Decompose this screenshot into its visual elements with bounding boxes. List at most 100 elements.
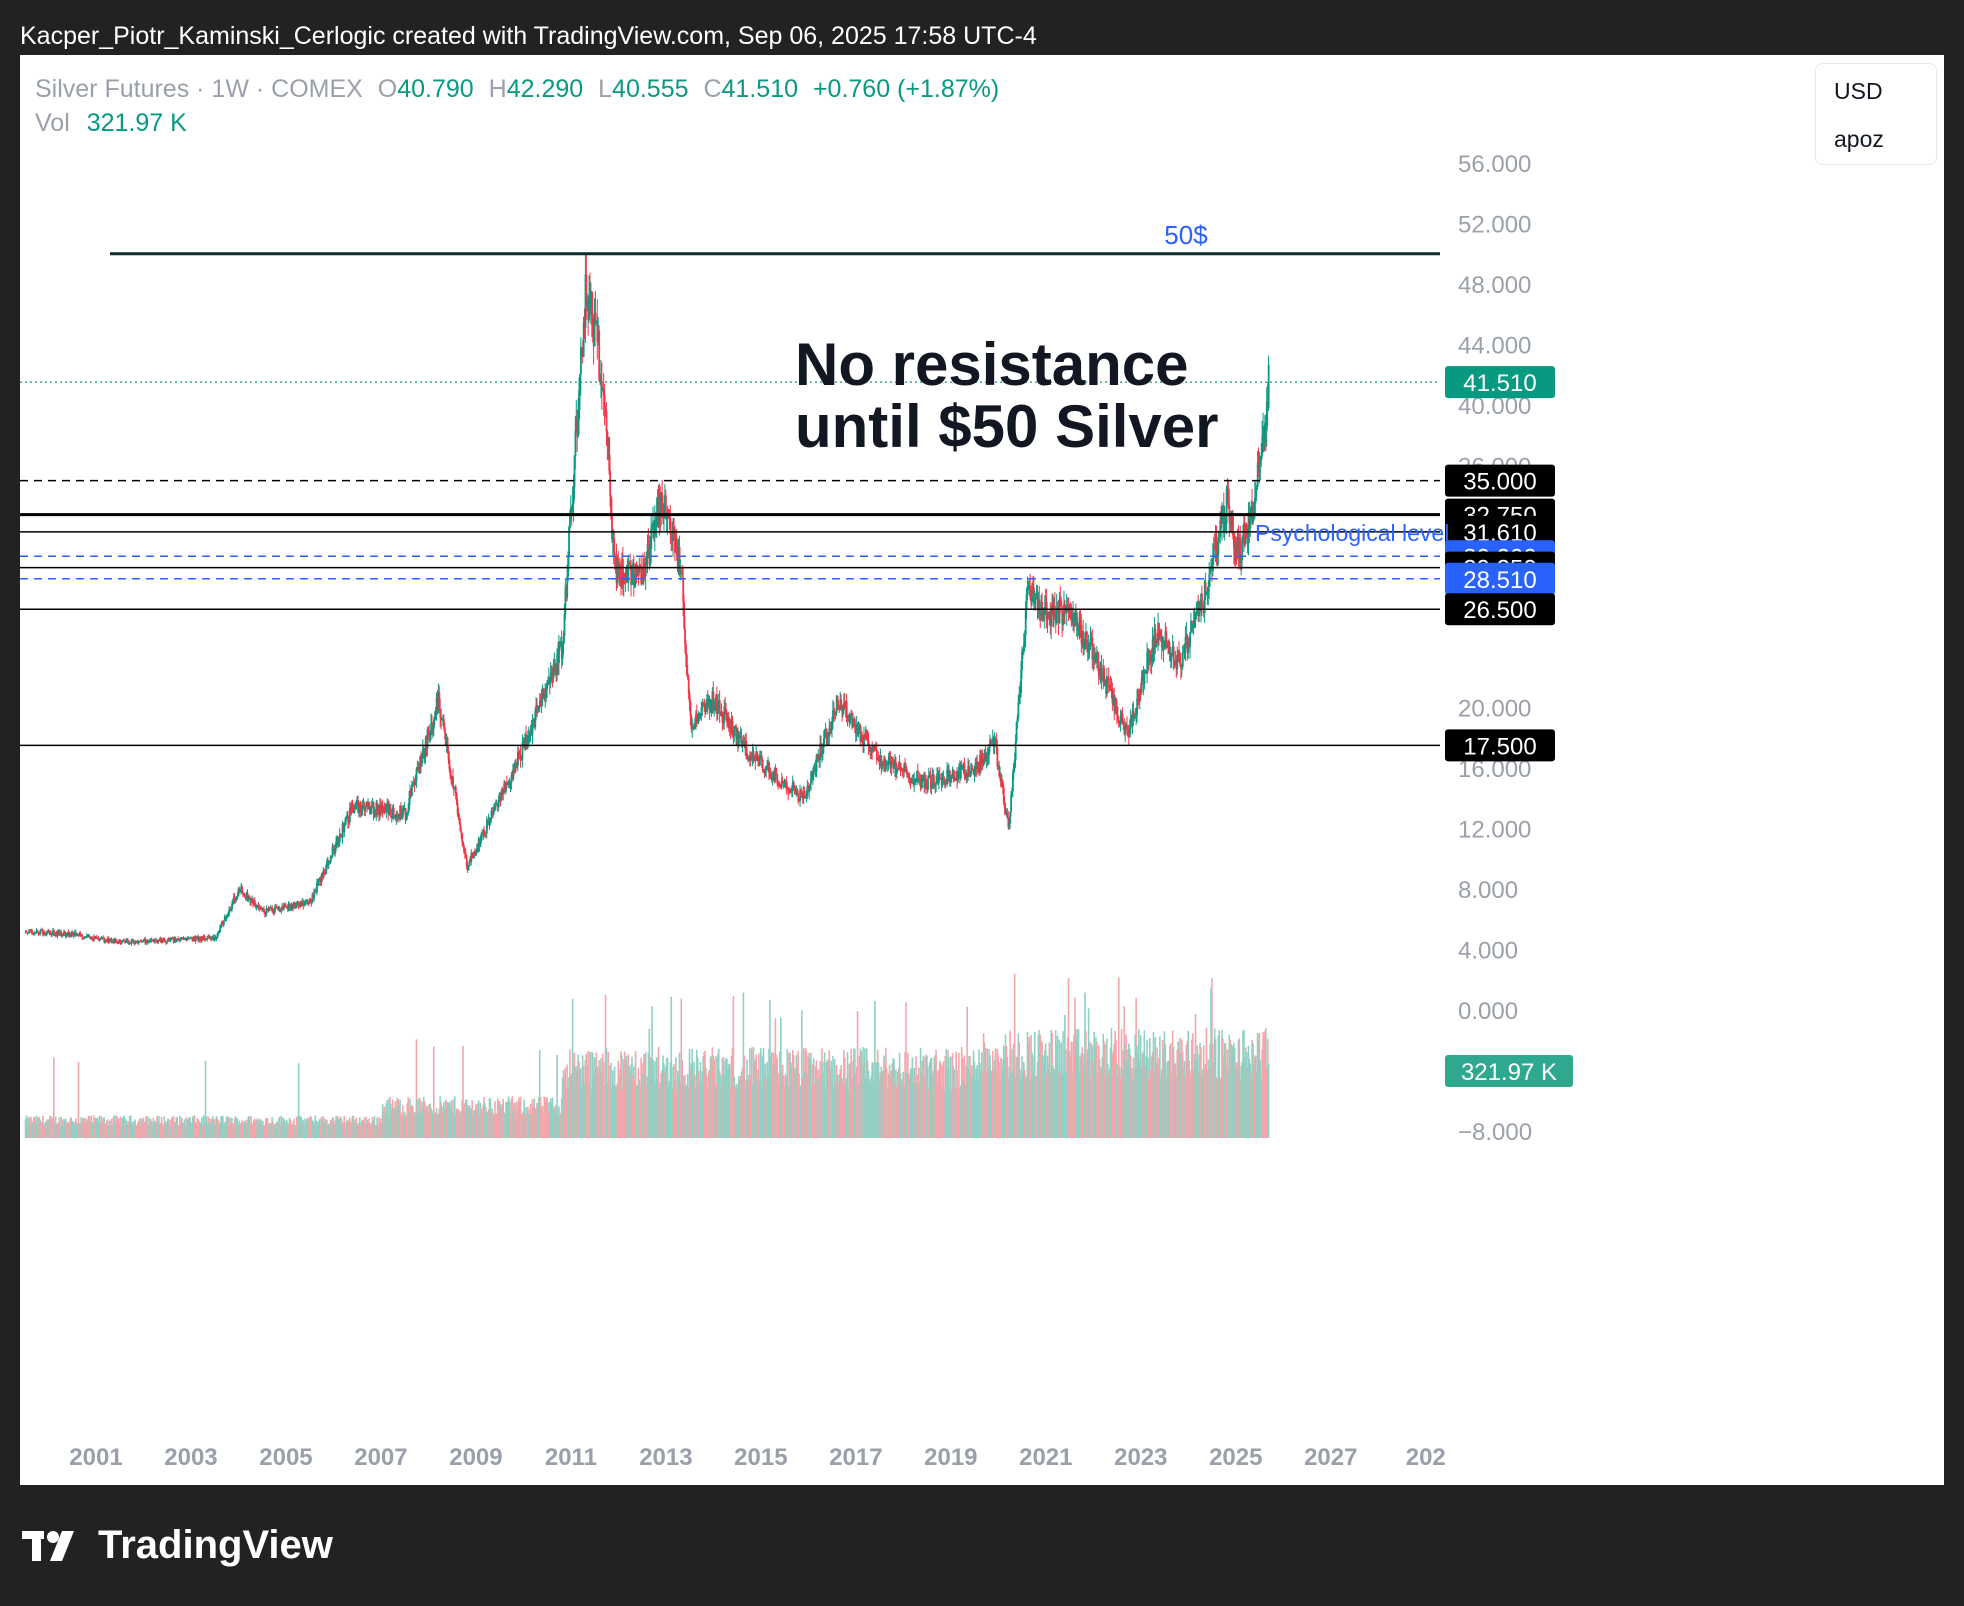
candle-body	[653, 521, 655, 535]
candle-body	[1205, 593, 1208, 595]
volume-bar	[579, 1069, 581, 1138]
volume-bar	[84, 1120, 86, 1138]
volume-bar	[1083, 1053, 1085, 1138]
volume-bar	[880, 1066, 883, 1138]
volume-bar	[35, 1115, 38, 1138]
candle-body	[291, 904, 294, 909]
candle-body	[1062, 620, 1065, 625]
volume-bar	[943, 1088, 946, 1138]
volume-bar	[119, 1116, 122, 1138]
candle-body	[1099, 664, 1102, 674]
candle-body	[153, 940, 156, 942]
price-chart[interactable]: 56.00052.00048.00044.00040.00036.00020.0…	[20, 55, 1944, 1485]
volume-bar	[649, 1056, 652, 1138]
candle-body	[164, 941, 167, 943]
volume-bar	[138, 1118, 141, 1138]
candle-body	[782, 782, 785, 784]
candle-body	[1180, 664, 1182, 668]
candle-body	[885, 764, 887, 770]
volume-bar	[1065, 1071, 1068, 1138]
volume-bar	[226, 1117, 229, 1138]
candle-body	[491, 811, 494, 816]
candle-body	[769, 771, 771, 773]
volume-bar	[128, 1116, 131, 1138]
candle-body	[888, 756, 891, 759]
volume-bar	[676, 1070, 679, 1138]
volume-bar	[1086, 1049, 1089, 1138]
candle-body	[1084, 639, 1086, 641]
volume-bar	[506, 1100, 509, 1138]
volume-bar	[759, 1048, 762, 1138]
candle-body	[795, 789, 798, 795]
chart-frame[interactable]: 56.00052.00048.00044.00040.00036.00020.0…	[20, 55, 1944, 1485]
candle-body	[566, 576, 569, 598]
candle-body	[140, 941, 143, 943]
candle-body	[1066, 605, 1069, 609]
volume-bar	[32, 1116, 35, 1138]
candle-body	[1165, 631, 1168, 648]
candle-body	[633, 563, 635, 586]
price-axis[interactable]	[1440, 55, 1944, 1485]
volume-bar	[384, 1113, 387, 1138]
candle-body	[519, 754, 522, 760]
volume-bar	[1079, 1056, 1082, 1138]
volume-bar	[844, 1083, 847, 1138]
volume-bar	[165, 1123, 167, 1138]
volume-bar	[878, 1079, 881, 1138]
volume-bar	[1096, 1073, 1099, 1138]
volume-bar	[144, 1121, 146, 1138]
volume-bar	[675, 1057, 677, 1138]
candle-body	[991, 740, 993, 744]
volume-bar	[81, 1118, 83, 1138]
volume-bar	[935, 1049, 937, 1138]
volume-bar	[501, 1104, 504, 1138]
candle-body	[1143, 672, 1146, 685]
candle-body	[224, 916, 227, 919]
currency-unit-box[interactable]: USD apoz	[1815, 63, 1937, 165]
candle-body	[597, 330, 600, 342]
candle-body	[899, 762, 902, 769]
volume-bar	[715, 1056, 717, 1138]
volume-bar	[912, 1082, 915, 1138]
candle-body	[1129, 717, 1132, 729]
currency-label[interactable]: USD	[1834, 78, 1883, 104]
volume-bar	[227, 1116, 230, 1138]
volume-bar	[173, 1121, 176, 1138]
candle-body	[1209, 567, 1212, 575]
candle-body	[317, 882, 319, 886]
symbol-name[interactable]: Silver Futures · 1W · COMEX	[35, 75, 363, 103]
volume-bar	[451, 1110, 453, 1138]
candle-body	[606, 431, 609, 444]
candle-body	[658, 496, 661, 528]
candle-body	[387, 804, 390, 815]
volume-bar	[944, 1056, 947, 1138]
volume-bar	[397, 1099, 399, 1138]
candle-body	[717, 700, 720, 711]
volume-bar	[321, 1119, 324, 1138]
candle-body	[1013, 759, 1016, 765]
candle-body	[877, 758, 880, 760]
volume-bar	[568, 1077, 570, 1138]
candle-body	[190, 937, 193, 939]
volume-bar	[327, 1123, 330, 1138]
volume-bar	[1063, 1074, 1065, 1138]
volume-bar	[843, 1050, 845, 1138]
volume-bar	[150, 1120, 153, 1138]
candle-body	[324, 872, 327, 874]
candle-body	[458, 816, 461, 824]
candle-body	[1112, 695, 1115, 704]
candle-body	[724, 706, 727, 709]
candle-body	[454, 786, 457, 794]
candle-body	[849, 714, 852, 723]
candle-body	[644, 561, 647, 576]
volume-bar	[789, 1052, 791, 1138]
volume-bar	[1022, 1073, 1024, 1138]
volume-bar	[906, 1072, 908, 1138]
unit-extra-label[interactable]: apoz	[1834, 126, 1884, 152]
volume-bar	[942, 1061, 945, 1138]
candle-body	[956, 771, 959, 781]
candle-body	[1158, 622, 1160, 637]
volume-bar	[299, 1116, 302, 1138]
candle-body	[133, 942, 136, 944]
candle-body	[1070, 607, 1073, 619]
